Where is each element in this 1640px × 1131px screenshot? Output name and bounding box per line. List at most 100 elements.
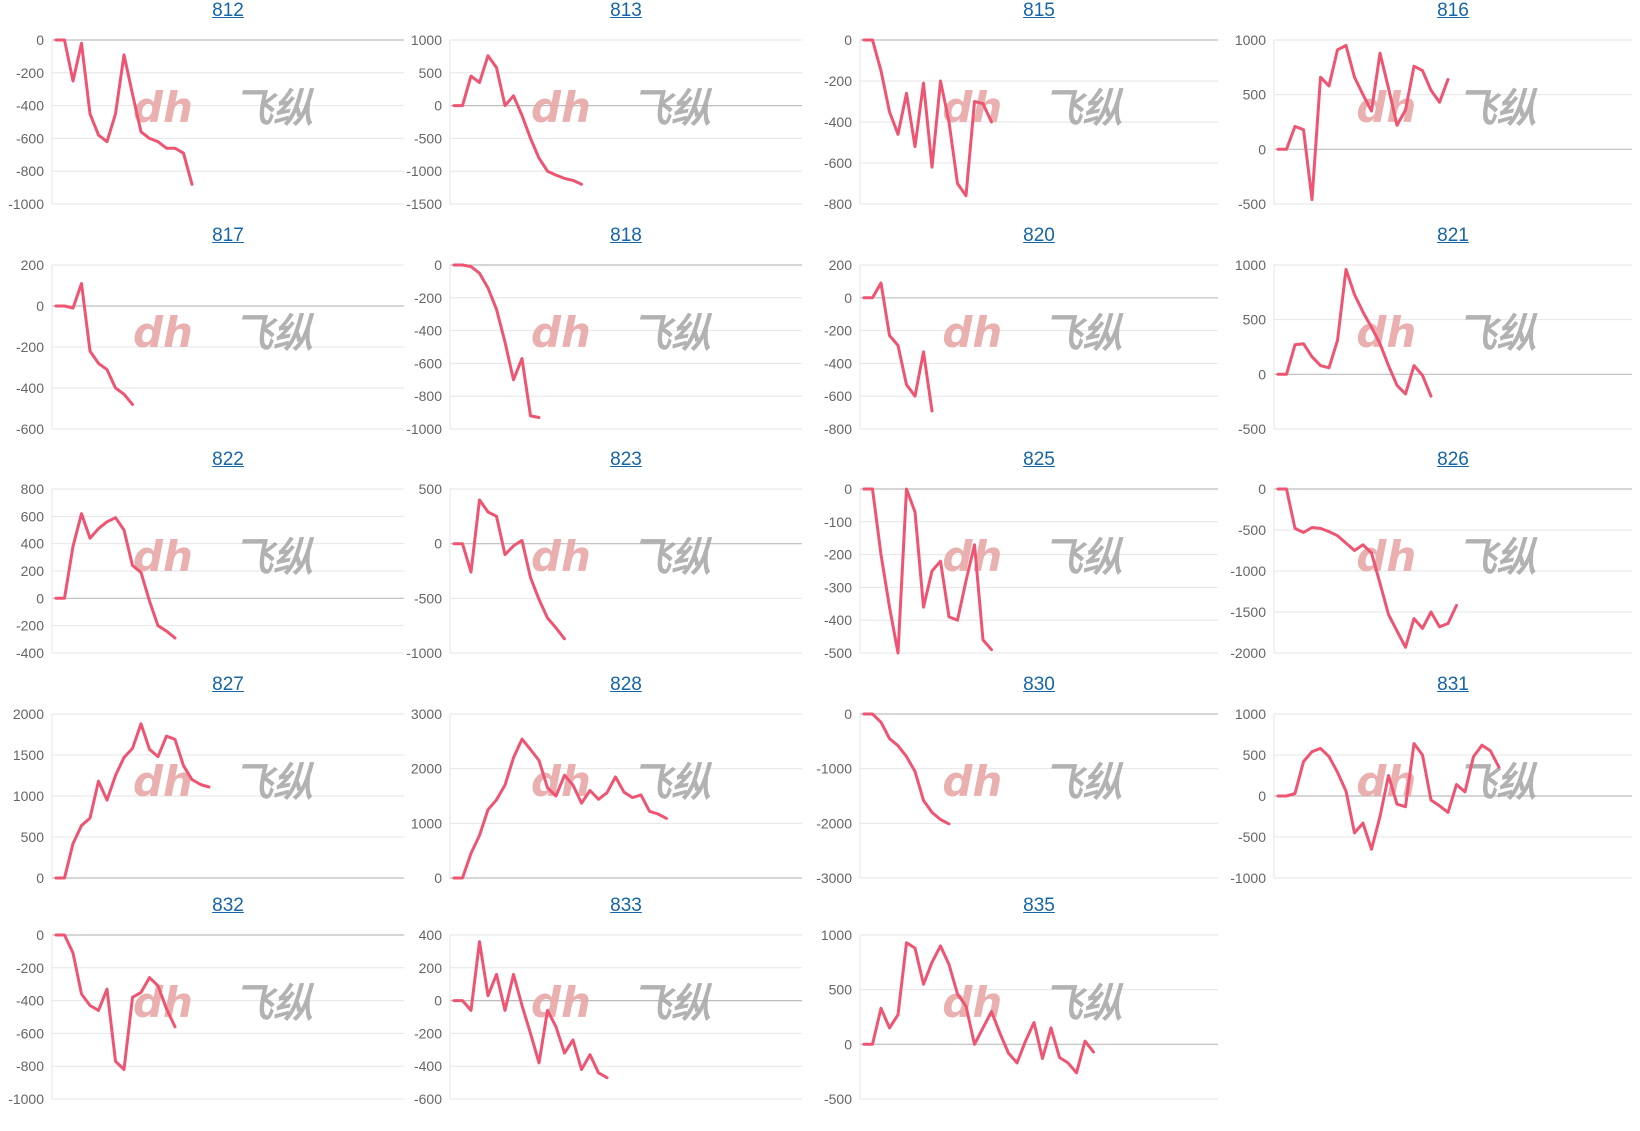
chart-title-link[interactable]: 813	[610, 0, 642, 21]
svg-text:飞纵: 飞纵	[233, 760, 315, 806]
chart-title-link[interactable]: 817	[212, 225, 244, 246]
line-chart-822: 800 600 400 200 0 -200 -400 dh 飞纵	[16, 481, 404, 661]
chart-title-link[interactable]: 818	[610, 225, 642, 246]
y-tick-label: -600	[16, 421, 44, 437]
svg-text:飞纵: 飞纵	[1042, 311, 1124, 357]
chart-panel-835: 835 1000 500 0 -500 dh 飞纵	[808, 895, 1222, 1131]
y-tick-label: 0	[434, 993, 442, 1009]
y-tick-label: -500	[1238, 829, 1266, 845]
svg-text:飞纵: 飞纵	[1456, 86, 1538, 132]
series-line	[1276, 742, 1501, 851]
y-tick-label: -200	[824, 73, 852, 89]
svg-text:飞纵: 飞纵	[631, 981, 713, 1027]
chart-title-link[interactable]: 826	[1437, 449, 1469, 470]
chart-panel-826: 826 0 -500 -1000 -1500 -2000 dh 飞纵	[1222, 449, 1636, 685]
y-tick-label: 500	[1243, 747, 1267, 763]
series-line	[452, 737, 668, 880]
y-tick-label: -400	[824, 355, 852, 371]
watermark-logo: dh 飞纵	[133, 532, 315, 581]
y-tick-label: 1000	[411, 32, 442, 48]
line-chart-812: 0 -200 -400 -600 -800 -1000 dh 飞纵	[8, 32, 404, 212]
chart-title-link[interactable]: 821	[1437, 225, 1469, 246]
y-tick-label: -200	[16, 339, 44, 355]
chart-title-link[interactable]: 825	[1023, 449, 1055, 470]
y-tick-label: 0	[1258, 141, 1266, 157]
y-tick-label: -2000	[816, 815, 852, 831]
watermark-logo: dh 飞纵	[942, 308, 1124, 357]
chart-title-link[interactable]: 815	[1023, 0, 1055, 21]
y-tick-label: 0	[434, 257, 442, 273]
y-tick-label: -500	[414, 130, 442, 146]
chart-panel-821: 821 1000 500 0 -500 dh 飞纵	[1222, 225, 1636, 461]
y-tick-label: -100	[824, 514, 852, 530]
series-line	[862, 712, 951, 826]
y-tick-label: -2000	[1230, 645, 1266, 661]
watermark-logo: dh 飞纵	[942, 532, 1124, 581]
series-line	[862, 941, 1095, 1075]
chart-panel-815: 815 0 -200 -400 -600 -800 dh 飞纵	[808, 0, 1222, 236]
line-chart-828: 3000 2000 1000 0 dh 飞纵	[411, 706, 802, 886]
y-tick-label: -1000	[816, 761, 852, 777]
chart-title-link[interactable]: 831	[1437, 674, 1469, 695]
chart-title-link[interactable]: 812	[212, 0, 244, 21]
y-tick-label: -400	[16, 645, 44, 661]
y-tick-label: -400	[16, 98, 44, 114]
chart-panel-812: 812 0 -200 -400 -600 -800 -1000 dh 飞纵	[0, 0, 404, 236]
line-chart-817: 200 0 -200 -400 -600 dh 飞纵	[16, 257, 404, 437]
y-tick-label: 1000	[1235, 257, 1266, 273]
chart-title-link[interactable]: 822	[212, 449, 244, 470]
chart-panel-817: 817 200 0 -200 -400 -600 dh 飞纵	[0, 225, 404, 461]
y-tick-label: 0	[844, 1036, 852, 1052]
chart-panel-816: 816 1000 500 0 -500 dh 飞纵	[1222, 0, 1636, 236]
chart-title-link[interactable]: 823	[610, 449, 642, 470]
y-tick-label: -600	[414, 1091, 442, 1107]
y-tick-label: 1000	[411, 815, 442, 831]
y-tick-label: 1000	[13, 788, 44, 804]
line-chart-826: 0 -500 -1000 -1500 -2000 dh 飞纵	[1230, 481, 1632, 661]
y-tick-label: -400	[414, 1058, 442, 1074]
y-tick-label: 1000	[1235, 706, 1266, 722]
y-tick-label: 0	[844, 290, 852, 306]
y-tick-label: 1500	[13, 747, 44, 763]
y-tick-label: 0	[844, 706, 852, 722]
chart-title-link[interactable]: 820	[1023, 225, 1055, 246]
chart-panel-830: 830 0 -1000 -2000 -3000 dh 飞纵	[808, 674, 1222, 910]
series-line	[1276, 487, 1458, 649]
line-chart-835: 1000 500 0 -500 dh 飞纵	[821, 927, 1218, 1107]
y-tick-label: 200	[419, 960, 443, 976]
y-tick-label: -600	[16, 130, 44, 146]
chart-title-link[interactable]: 816	[1437, 0, 1469, 21]
y-tick-label: -1000	[406, 163, 442, 179]
svg-text:dh: dh	[942, 308, 1002, 357]
y-tick-label: 2000	[411, 761, 442, 777]
y-tick-label: -400	[414, 323, 442, 339]
line-chart-813: 1000 500 0 -500 -1000 -1500 dh 飞纵	[406, 32, 802, 212]
watermark-logo: dh 飞纵	[133, 83, 315, 132]
chart-title-link[interactable]: 830	[1023, 674, 1055, 695]
chart-panel-827: 827 2000 1500 1000 500 0 dh 飞纵	[0, 674, 404, 910]
chart-title-link[interactable]: 827	[212, 674, 244, 695]
series-line	[1276, 44, 1450, 202]
chart-title-link[interactable]: 828	[610, 674, 642, 695]
y-tick-label: -400	[16, 993, 44, 1009]
chart-title-link[interactable]: 835	[1023, 895, 1055, 916]
y-tick-label: -800	[16, 1058, 44, 1074]
y-tick-label: -1000	[1230, 870, 1266, 886]
line-chart-827: 2000 1500 1000 500 0 dh 飞纵	[13, 706, 404, 886]
y-tick-label: 0	[36, 32, 44, 48]
y-tick-label: -200	[824, 547, 852, 563]
svg-text:dh: dh	[531, 532, 591, 581]
y-tick-label: -500	[824, 1091, 852, 1107]
y-tick-label: -600	[16, 1025, 44, 1041]
line-chart-820: 200 0 -200 -400 -600 -800 dh 飞纵	[824, 257, 1218, 437]
y-tick-label: 0	[434, 98, 442, 114]
chart-title-link[interactable]: 832	[212, 895, 244, 916]
watermark-logo: dh 飞纵	[133, 978, 315, 1027]
chart-title-link[interactable]: 833	[610, 895, 642, 916]
chart-panel-832: 832 0 -200 -400 -600 -800 -1000 dh 飞纵	[0, 895, 404, 1131]
svg-text:dh: dh	[133, 83, 193, 132]
svg-text:dh: dh	[531, 978, 591, 1027]
y-tick-label: 0	[1258, 481, 1266, 497]
series-line	[1276, 267, 1433, 398]
y-tick-label: 500	[1243, 87, 1267, 103]
